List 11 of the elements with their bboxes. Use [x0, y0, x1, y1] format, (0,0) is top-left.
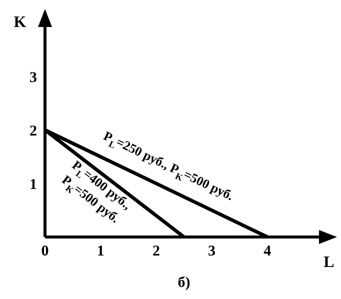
text: б)	[178, 275, 190, 291]
x-tick-label: 3	[208, 244, 216, 260]
x-tick-label: 2	[152, 244, 160, 260]
x-tick-label: 1	[96, 244, 104, 260]
y-tick-label: 2	[30, 123, 37, 140]
y-tick-label: 1	[30, 176, 37, 193]
x-tick-label: 4	[264, 244, 272, 260]
x-tick-label: 0	[41, 244, 49, 260]
x-axis-title: L	[324, 254, 334, 271]
y-tick-label: 3	[30, 70, 37, 86]
y-axis-title: K	[14, 14, 27, 31]
